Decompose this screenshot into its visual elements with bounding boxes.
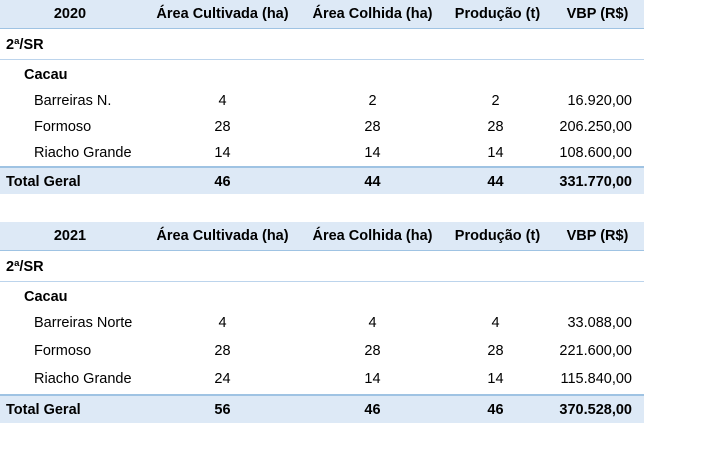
- row-cult: 28: [214, 343, 231, 359]
- col-vbp: VBP (R$): [566, 6, 629, 22]
- row-cult: 14: [214, 145, 231, 161]
- region-row: 2ª/SR: [0, 29, 644, 60]
- row-colh: 28: [364, 119, 381, 135]
- crop-label: Cacau: [24, 289, 68, 305]
- row-cult: 4: [218, 93, 227, 109]
- year-label: 2021: [53, 228, 87, 244]
- row-name: Barreiras N.: [34, 93, 112, 109]
- row-prod: 2: [491, 93, 500, 109]
- header-row: 2020 Área Cultivada (ha) Área Colhida (h…: [0, 0, 644, 29]
- row-vbp: 33.088,00: [567, 315, 632, 331]
- row-prod: 28: [487, 119, 504, 135]
- row-cult: 4: [218, 315, 227, 331]
- total-prod: 44: [487, 174, 504, 190]
- row-vbp: 16.920,00: [567, 93, 632, 109]
- total-colh: 44: [364, 174, 381, 190]
- total-row: Total Geral 56 46 46 370.528,00: [0, 394, 644, 423]
- table-row: Formoso 28 28 28 221.600,00: [0, 337, 644, 365]
- total-prod: 46: [487, 402, 504, 418]
- table-row: Riacho Grande 14 14 14 108.600,00: [0, 139, 644, 166]
- col-area-colhida: Área Colhida (ha): [312, 228, 433, 244]
- crop-row: Cacau: [0, 60, 644, 86]
- total-cult: 46: [214, 174, 231, 190]
- total-row: Total Geral 46 44 44 331.770,00: [0, 166, 644, 194]
- row-vbp: 206.250,00: [559, 119, 632, 135]
- row-name: Riacho Grande: [34, 145, 132, 161]
- region-row: 2ª/SR: [0, 251, 644, 282]
- row-vbp: 108.600,00: [559, 145, 632, 161]
- total-label: Total Geral: [6, 402, 81, 418]
- region-label: 2ª/SR: [6, 259, 44, 275]
- row-colh: 4: [368, 315, 377, 331]
- table-row: Barreiras Norte 4 4 4 33.088,00: [0, 309, 644, 337]
- row-colh: 14: [364, 371, 381, 387]
- table-row: Formoso 28 28 28 206.250,00: [0, 113, 644, 139]
- row-name: Formoso: [34, 119, 92, 135]
- col-area-cultivada: Área Cultivada (ha): [156, 228, 289, 244]
- crop-label: Cacau: [24, 67, 68, 83]
- row-colh: 2: [368, 93, 377, 109]
- row-name: Formoso: [34, 343, 92, 359]
- row-prod: 4: [491, 315, 500, 331]
- row-vbp: 115.840,00: [560, 371, 633, 387]
- row-colh: 28: [364, 343, 381, 359]
- total-vbp: 370.528,00: [559, 402, 632, 418]
- col-vbp: VBP (R$): [566, 228, 629, 244]
- row-prod: 14: [487, 371, 504, 387]
- row-name: Riacho Grande: [34, 371, 132, 387]
- year-label: 2020: [53, 6, 87, 22]
- region-label: 2ª/SR: [6, 37, 44, 53]
- row-colh: 14: [364, 145, 381, 161]
- row-cult: 28: [214, 119, 231, 135]
- row-vbp: 221.600,00: [559, 343, 632, 359]
- row-prod: 14: [487, 145, 504, 161]
- row-cult: 24: [214, 371, 231, 387]
- table-row: Riacho Grande 24 14 14 115.840,00: [0, 365, 644, 394]
- table-row: Barreiras N. 4 2 2 16.920,00: [0, 87, 644, 113]
- total-label: Total Geral: [6, 174, 81, 190]
- col-producao: Produção (t): [454, 6, 541, 22]
- col-area-cultivada: Área Cultivada (ha): [156, 6, 289, 22]
- row-name: Barreiras Norte: [34, 315, 133, 331]
- col-producao: Produção (t): [454, 228, 541, 244]
- col-area-colhida: Área Colhida (ha): [312, 6, 433, 22]
- total-colh: 46: [364, 402, 381, 418]
- total-vbp: 331.770,00: [559, 174, 632, 190]
- header-row: 2021 Área Cultivada (ha) Área Colhida (h…: [0, 222, 644, 251]
- row-prod: 28: [487, 343, 504, 359]
- total-cult: 56: [214, 402, 231, 418]
- crop-row: Cacau: [0, 282, 644, 308]
